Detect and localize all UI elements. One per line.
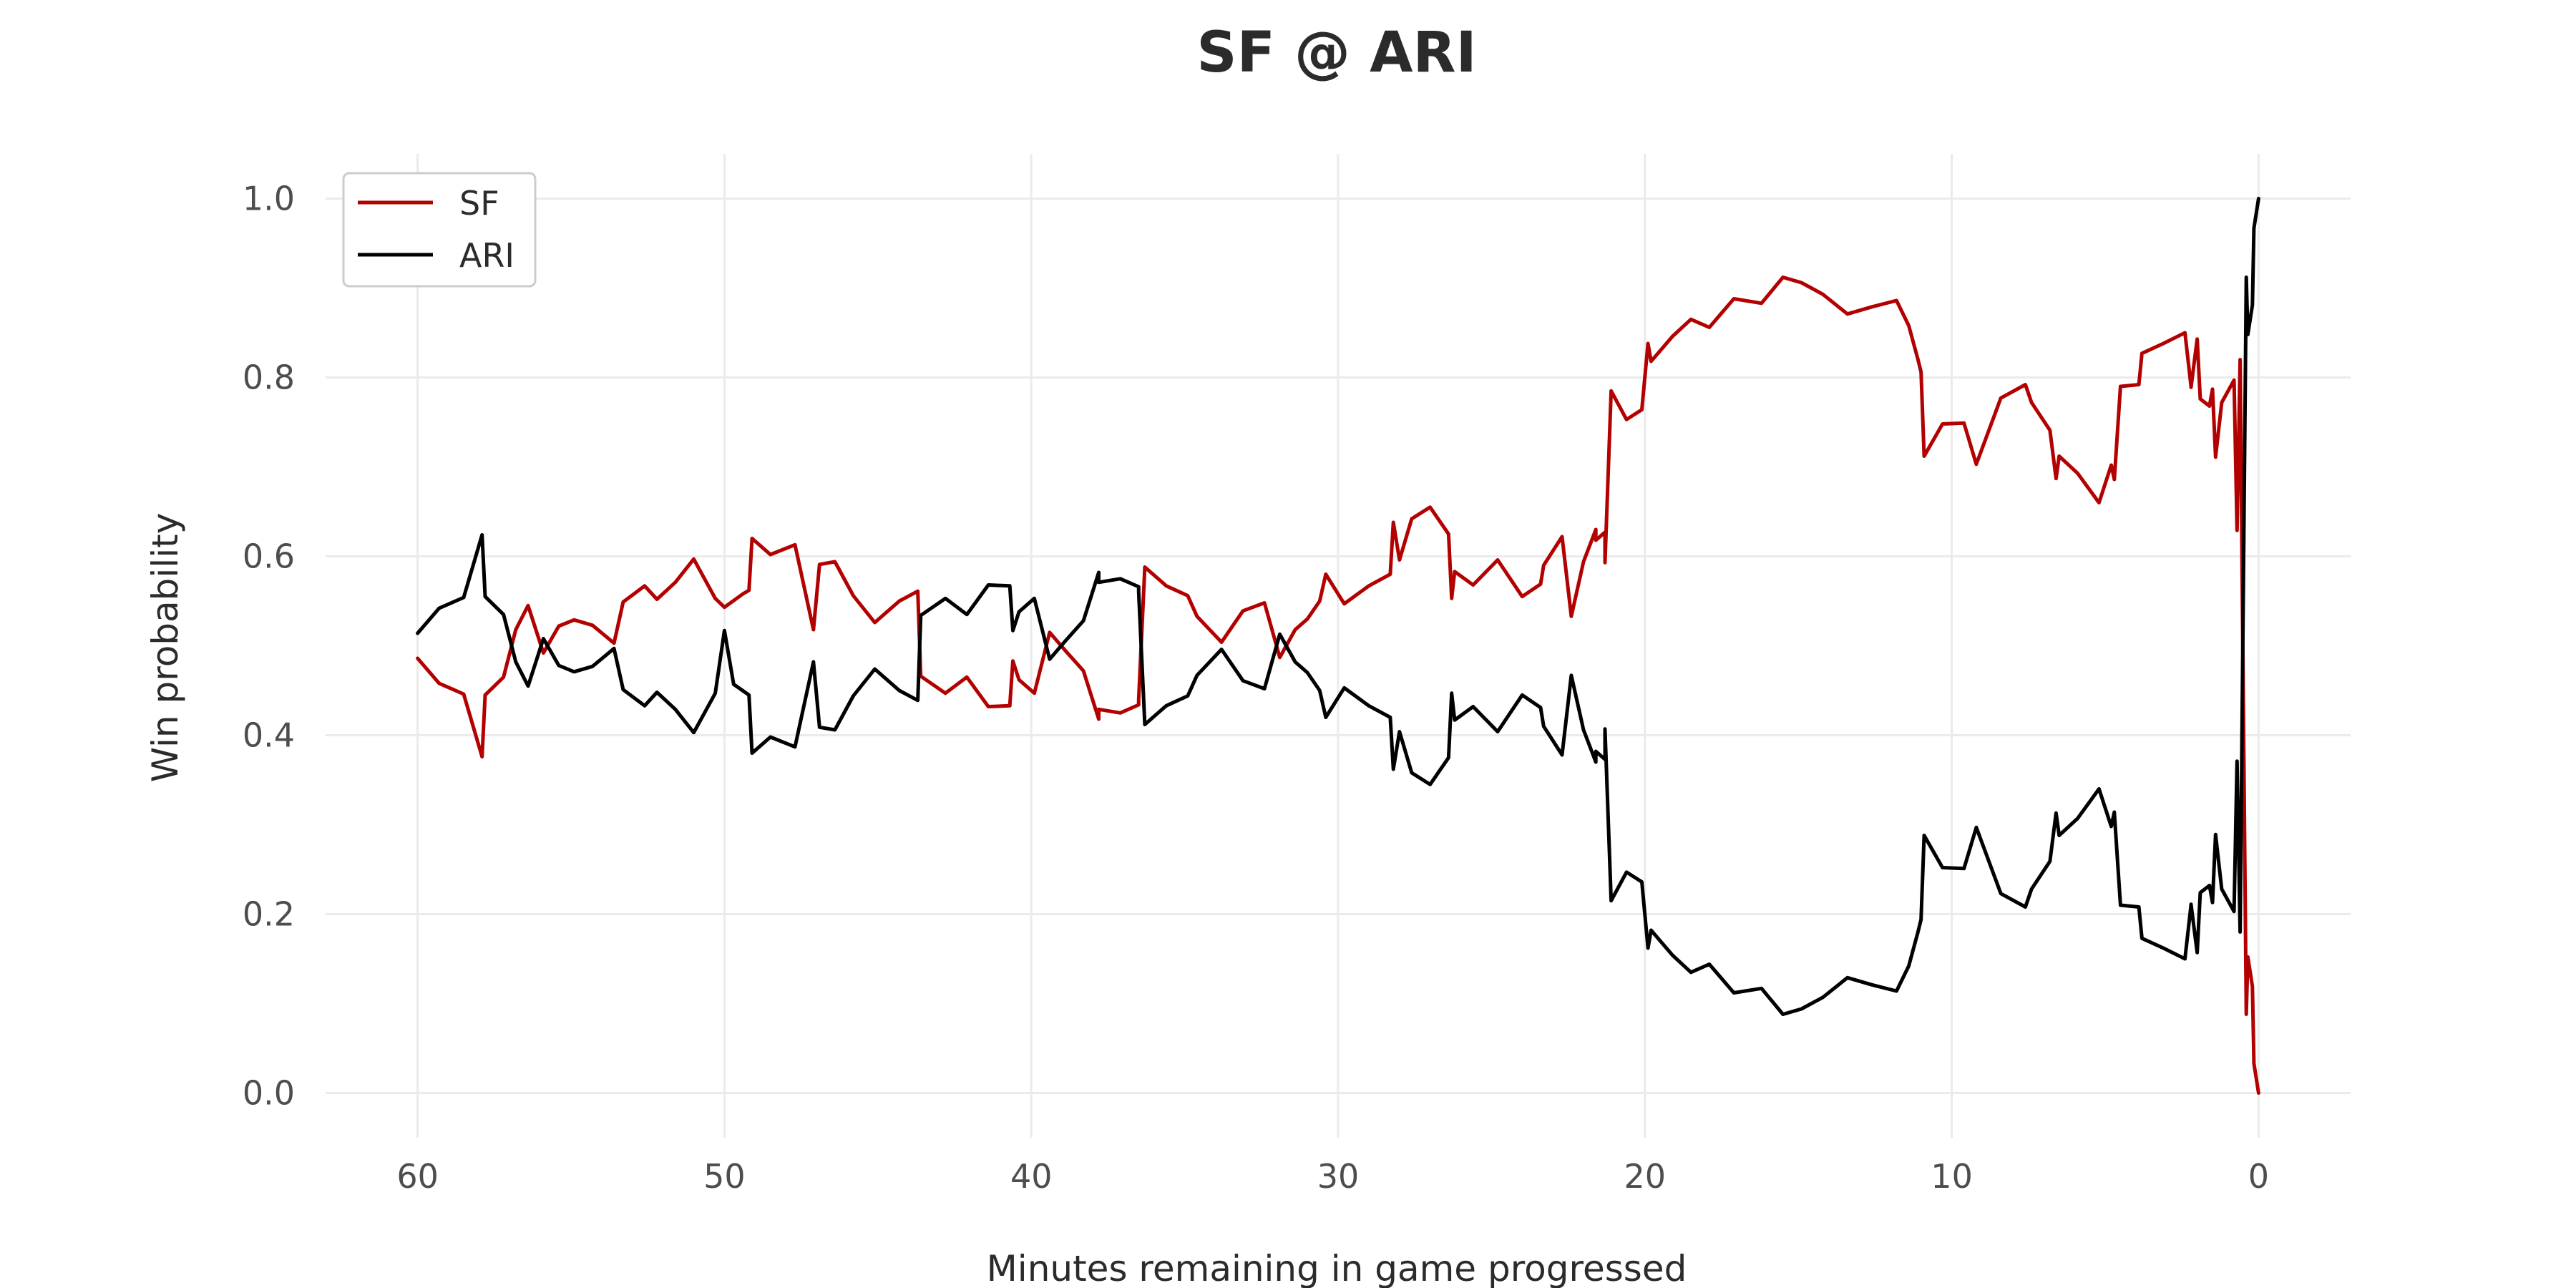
x-tick-label: 0 — [2248, 1157, 2269, 1196]
series-line-ari — [416, 197, 2260, 1016]
y-axis-label: Win probability — [145, 513, 186, 783]
y-tick-label: 0.8 — [243, 358, 295, 397]
legend: SF ARI — [342, 172, 537, 288]
chart-title: SF @ ARI — [1196, 21, 1476, 85]
grid — [326, 154, 2351, 1138]
x-tick-label: 60 — [396, 1157, 439, 1196]
x-tick-label: 20 — [1624, 1157, 1667, 1196]
x-tick-label: 10 — [1931, 1157, 1973, 1196]
y-tick-label: 0.6 — [243, 537, 295, 576]
y-tick-label: 0.0 — [243, 1074, 295, 1113]
y-tick-label: 0.4 — [243, 716, 295, 755]
x-tick-label: 30 — [1317, 1157, 1360, 1196]
series-line-sf — [416, 275, 2260, 1095]
legend-label-sf: SF — [459, 184, 499, 223]
x-tick-label: 50 — [703, 1157, 746, 1196]
legend-label-ari: ARI — [459, 236, 514, 275]
tick-labels: 60 50 40 30 20 10 0 0.0 0.2 0.4 0.6 0.8 1.0 — [243, 180, 2269, 1196]
series-lines — [416, 197, 2260, 1095]
x-tick-label: 40 — [1010, 1157, 1053, 1196]
y-tick-label: 0.2 — [243, 895, 295, 934]
x-axis-label: Minutes remaining in game progressed — [987, 1248, 1687, 1288]
y-tick-label: 1.0 — [243, 180, 295, 218]
